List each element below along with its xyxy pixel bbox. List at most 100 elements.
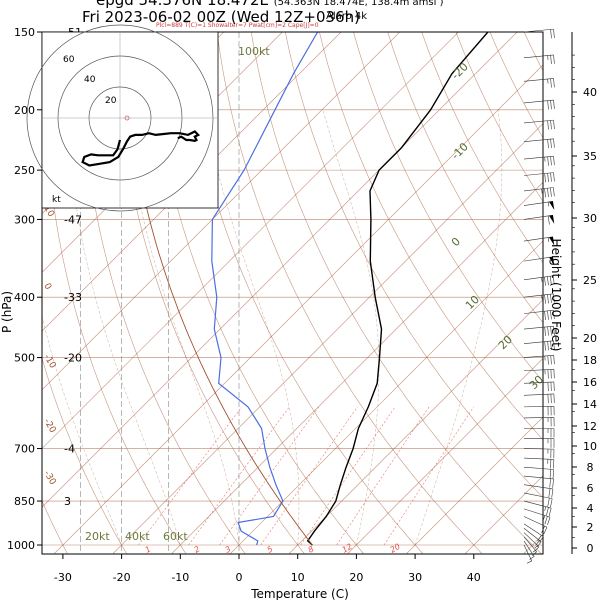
wind-barb [523,381,555,392]
plot-frame [41,31,544,555]
wind-barb [523,544,533,564]
mixing-ratio-line [383,406,474,546]
wind-barb [523,78,555,88]
barb-feather [547,120,549,130]
barb-half-feather [532,549,536,553]
barb-feather [547,100,549,110]
temperature-tick-label: 0 [236,571,243,584]
dry-adiabat [42,500,68,554]
moist-adiabat [414,109,503,546]
speed-label-bottom: 20kt [85,530,110,543]
dry-adiabat [421,32,543,264]
wind-barb [523,236,555,246]
wind-barb [523,187,555,198]
pressure-temp-label: -33 [64,291,82,304]
temperature-tick-label: 20 [349,571,363,584]
barb-feather [553,293,555,303]
wind-barb [523,293,555,304]
barb-feather [550,100,552,110]
isotherm-label: 0 [41,282,53,292]
isotherm-label: -10 [41,353,57,371]
barb-staff [523,484,554,490]
moist-adiabat [322,109,380,546]
barb-feather [546,507,549,516]
height-tick-label: 25 [583,274,597,287]
dry-adiabat [250,32,543,554]
barb-feather [531,551,537,556]
moist-adiabat [42,314,122,546]
wind-barb [523,448,555,459]
temperature-tick-label: 10 [291,571,305,584]
barb-half-feather [544,506,547,511]
moist-adiabat-label: 20 [496,333,515,352]
isotherm-line [112,123,543,554]
y-axis-title: P (hPa) [0,291,14,333]
barb-staff [523,417,554,419]
barb-feather [544,294,546,304]
temperature-tick-label: -30 [54,571,72,584]
pressure-tick-label: 500 [14,352,35,365]
wind-barb [523,155,555,166]
dry-adiabat [42,357,128,554]
x-axis-title: Temperature (C) [250,587,349,600]
temperature-line [306,32,489,546]
barb-staff [523,369,554,372]
barb-feather [548,488,551,498]
mixing-ratio-line [260,406,358,546]
wind-barb [523,119,555,130]
isotherm-line [229,240,543,554]
parcel-line [122,32,313,546]
height-tick-label: 16 [583,376,597,389]
wind-barb [523,523,544,543]
isotherm-line [53,64,543,554]
barb-feather [552,275,555,285]
pressure-tick-label: 250 [14,164,35,177]
barb-feather [550,120,552,130]
barb-feather [552,469,555,479]
wind-barb [523,214,555,225]
barb-feather [550,341,552,351]
dry-adiabat [353,32,543,383]
wind-barb [523,200,555,210]
hodograph-center-mark [124,115,130,121]
barb-staff [523,78,554,82]
mixing-ratio-label: 8 [307,544,316,554]
speed-label-bottom: 60kt [163,530,188,543]
barb-feather [553,326,555,336]
wind-barb [523,405,555,416]
pressure-tick-label: 400 [14,291,35,304]
barb-feather [553,355,555,365]
dry-adiabat [0,13,10,558]
profile-layer [122,32,489,546]
barb-pennant [549,201,555,210]
barb-feather [547,173,549,183]
barb-feather [553,54,555,64]
barb-staff [523,119,554,124]
barb-feather [529,556,535,560]
barb-feather [550,139,552,148]
barb-staff [523,393,554,396]
height-tick-label: 10 [583,440,597,453]
barb-staff [523,54,554,59]
wind-barb [523,417,555,427]
height-tick-label: 18 [583,354,597,367]
barb-staff [523,354,554,358]
isotherm-line [42,32,459,449]
barb-staff [523,99,554,104]
barb-staff [523,492,553,499]
wind-barb [523,54,555,65]
station-name: epgd 54.376N 18.472E [96,0,269,9]
dry-adiabat [387,32,543,324]
barb-feather [544,173,546,183]
wind-barb [523,256,555,266]
barb-feather [547,341,549,351]
isotherm-line [170,181,543,554]
isotherm-label: -30 [41,469,57,487]
barb-staff [523,28,554,33]
height-tick-label: 12 [583,420,597,433]
moist-adiabat-label: -20 [449,60,471,82]
barb-staff [523,500,552,509]
barb-feather [550,498,553,508]
wind-barb [523,325,555,336]
